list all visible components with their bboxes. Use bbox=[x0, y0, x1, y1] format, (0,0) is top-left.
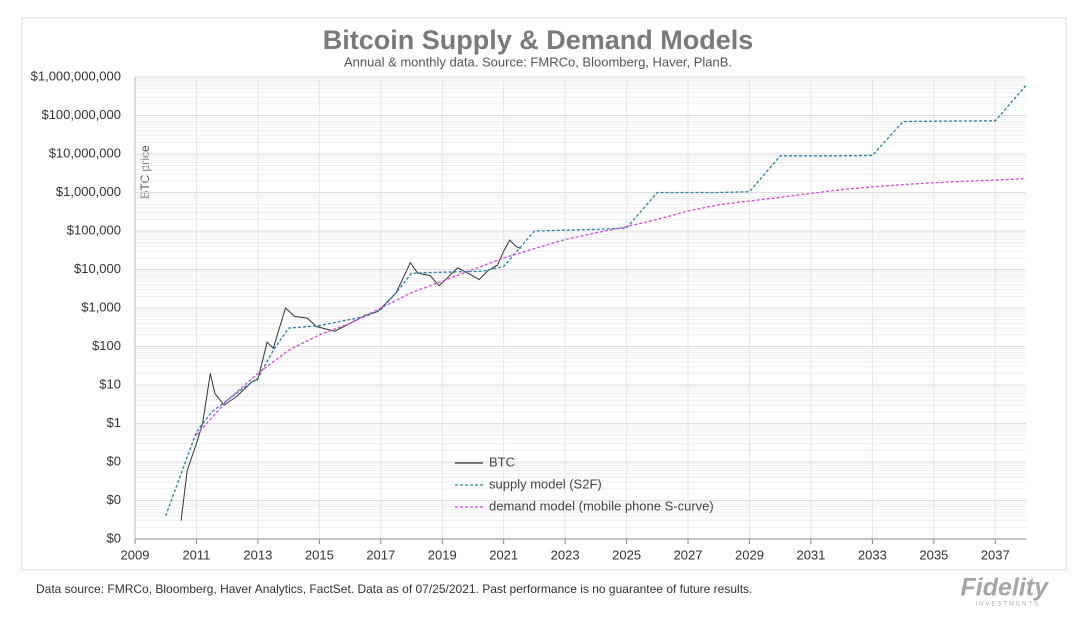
x-tick-label: 2023 bbox=[551, 547, 580, 562]
legend-label: BTC bbox=[489, 454, 515, 469]
y-tick-label: $10,000,000 bbox=[49, 145, 121, 160]
chart-frame bbox=[21, 17, 1067, 571]
x-tick-label: 2019 bbox=[428, 547, 457, 562]
x-tick-label: 2033 bbox=[858, 547, 887, 562]
x-tick-label: 2031 bbox=[796, 547, 825, 562]
y-tick-label: $1 bbox=[107, 415, 121, 430]
x-tick-label: 2015 bbox=[305, 547, 334, 562]
x-tick-label: 2021 bbox=[489, 547, 518, 562]
y-tick-label: $100,000,000 bbox=[41, 107, 121, 122]
x-tick-label: 2029 bbox=[735, 547, 764, 562]
series-line bbox=[180, 239, 521, 521]
x-tick-label: 2025 bbox=[612, 547, 641, 562]
y-tick-label: $1,000,000,000 bbox=[31, 68, 121, 83]
x-tick-label: 2011 bbox=[182, 547, 210, 562]
legend-label: supply model (S2F) bbox=[489, 476, 602, 491]
y-axis-label: BTC price bbox=[138, 145, 152, 199]
legend-label: demand model (mobile phone S-curve) bbox=[489, 498, 714, 513]
series-line bbox=[195, 177, 1027, 436]
x-tick-label: 2009 bbox=[121, 547, 150, 562]
y-tick-label: $100,000 bbox=[67, 222, 121, 237]
x-tick-label: 2037 bbox=[981, 547, 1010, 562]
y-tick-label: $10,000 bbox=[74, 261, 121, 276]
logo: Fidelity bbox=[960, 574, 1049, 602]
y-tick-label: $100 bbox=[92, 338, 121, 353]
x-tick-label: 2013 bbox=[243, 547, 272, 562]
chart-subtitle: Annual & monthly data. Source: FMRCo, Bl… bbox=[344, 54, 732, 69]
footnote: Data source: FMRCo, Bloomberg, Haver Ana… bbox=[36, 582, 752, 596]
y-tick-label: $0 bbox=[107, 453, 121, 468]
logo-subtext: INVESTMENTS bbox=[975, 602, 1040, 608]
y-tick-label: $0 bbox=[107, 492, 121, 507]
series-line bbox=[165, 85, 1027, 517]
y-tick-label: $0 bbox=[107, 530, 121, 545]
y-tick-label: $1,000,000 bbox=[56, 184, 121, 199]
chart-title: Bitcoin Supply & Demand Models bbox=[323, 25, 754, 55]
y-tick-label: $10 bbox=[99, 376, 121, 391]
x-tick-label: 2035 bbox=[919, 547, 948, 562]
x-tick-label: 2027 bbox=[674, 547, 703, 562]
x-tick-label: 2017 bbox=[366, 547, 395, 562]
y-tick-label: $1,000 bbox=[81, 299, 121, 314]
